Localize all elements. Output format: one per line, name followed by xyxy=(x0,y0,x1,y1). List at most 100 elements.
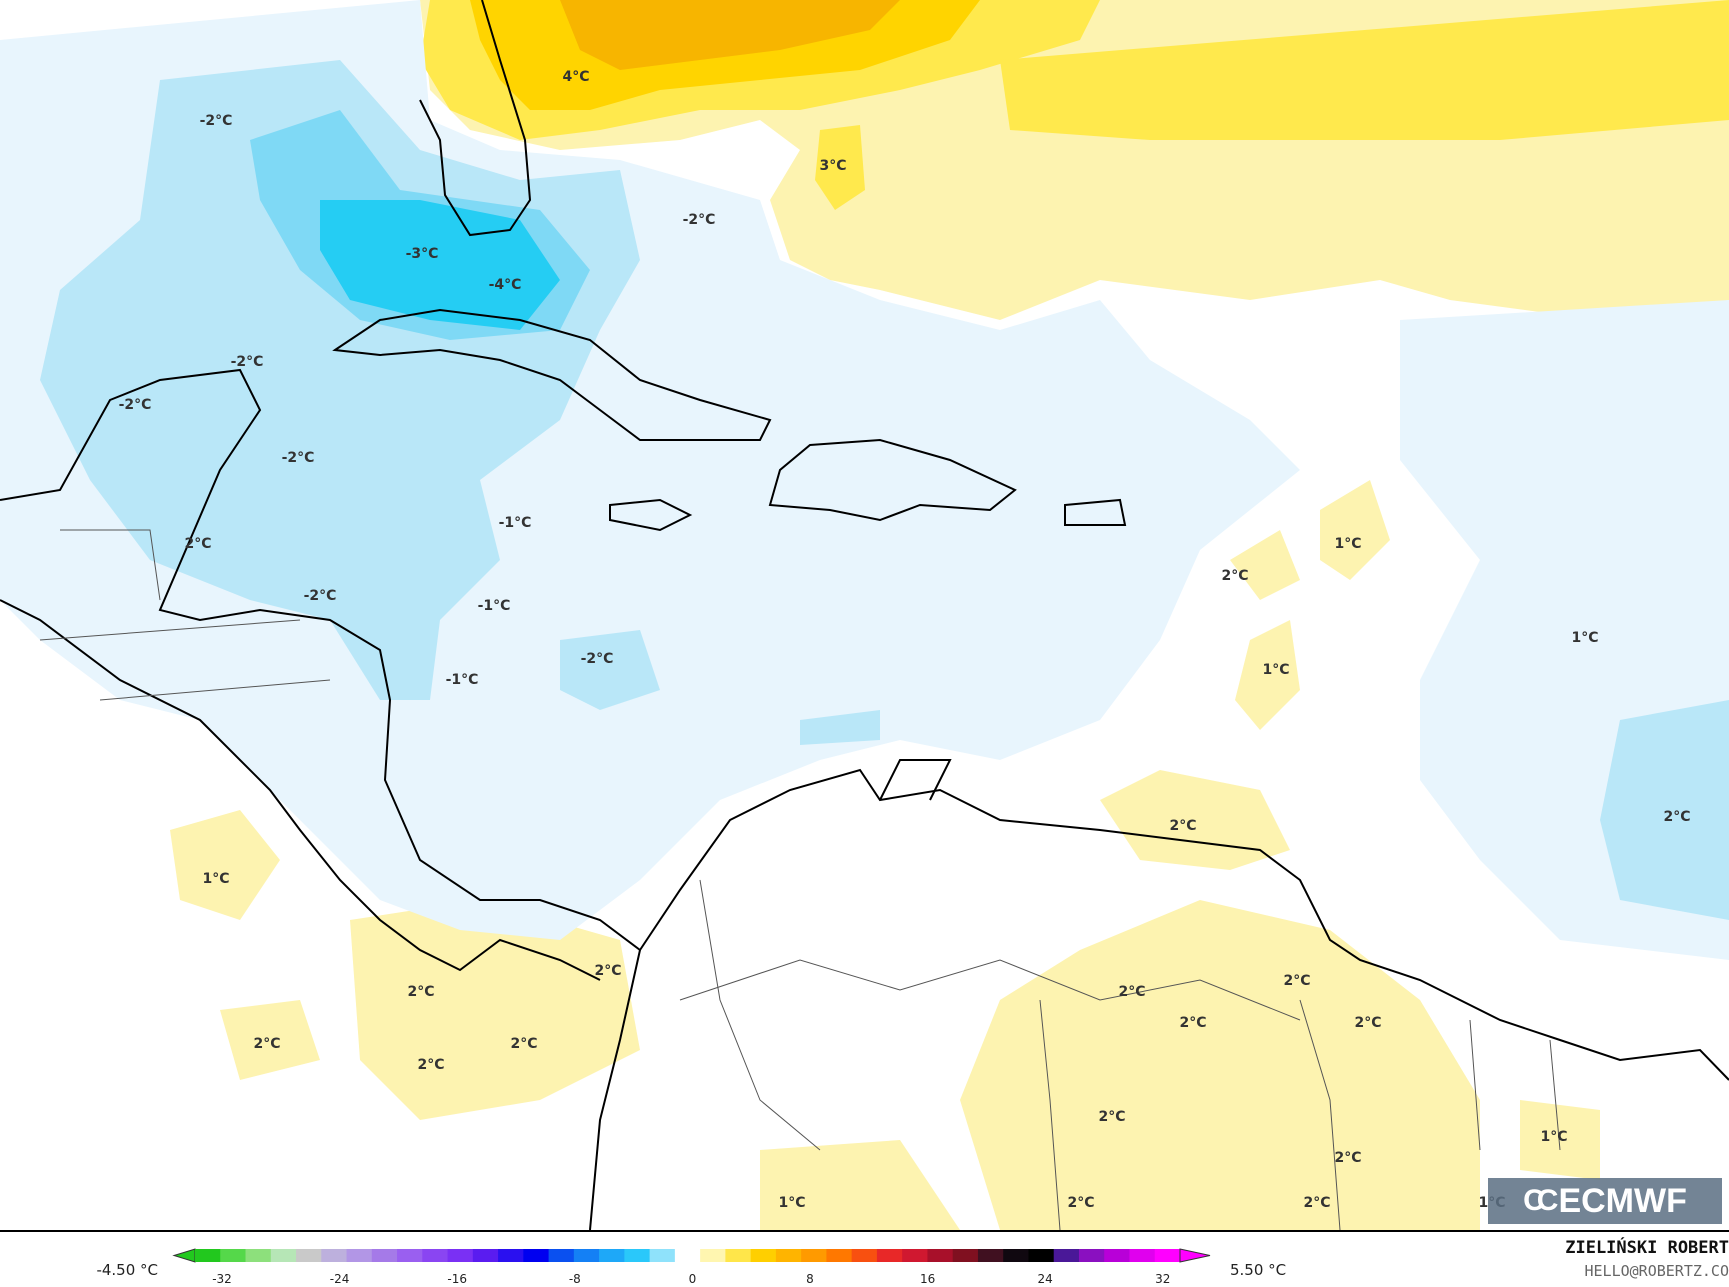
colorbar-segment xyxy=(1078,1249,1105,1262)
colorbar-tick-label: -8 xyxy=(569,1272,581,1286)
colorbar-min-arrow xyxy=(172,1248,196,1263)
colorbar-segment xyxy=(851,1249,878,1262)
contour-label: 2°C xyxy=(417,1057,444,1073)
contour-label: 2°C xyxy=(1303,1195,1330,1211)
contour-label: 2°C xyxy=(253,1036,280,1052)
cool-anomaly-areas xyxy=(0,0,1729,960)
colorbar-segment xyxy=(270,1249,297,1262)
contour-label: 1°C xyxy=(778,1195,805,1211)
colorbar-tick-label: -16 xyxy=(447,1272,467,1286)
colorbar-segment xyxy=(977,1249,1004,1262)
colorbar-segment xyxy=(624,1249,651,1262)
contour-label: 2°C xyxy=(510,1036,537,1052)
colorbar-segment xyxy=(902,1249,928,1262)
colorbar-segment xyxy=(826,1249,853,1262)
internal-borders xyxy=(39,529,1561,1230)
ecmwf-mark-icon: CC xyxy=(1523,1184,1558,1217)
contour-label: -2°C xyxy=(304,588,337,604)
colorbar-segment xyxy=(523,1249,550,1262)
colorbar-segment xyxy=(952,1249,979,1262)
contour-label: 1°C xyxy=(1571,630,1598,646)
colorbar-max-arrow xyxy=(1179,1248,1211,1263)
colorbar-segment xyxy=(422,1249,449,1262)
colorbar-segment xyxy=(599,1249,625,1262)
colorbar-tick-label: -24 xyxy=(330,1272,350,1286)
warm-anomaly-areas xyxy=(170,0,1729,1230)
colorbar-segment xyxy=(876,1249,903,1262)
colorbar-tick-label: 16 xyxy=(920,1272,935,1286)
contour-label: -2°C xyxy=(581,651,614,667)
contour-label: -2°C xyxy=(119,397,152,413)
logo-text: ECMWF xyxy=(1558,1181,1687,1220)
contour-label: -3°C xyxy=(406,246,439,262)
contour-label: -4°C xyxy=(489,277,522,293)
colorbar-segment xyxy=(245,1249,272,1262)
contour-label: 2°C xyxy=(1118,984,1145,1000)
colorbar-segment xyxy=(1003,1249,1029,1262)
colorbar-tick-label: 0 xyxy=(689,1272,697,1286)
colorbar-tick-label: 8 xyxy=(806,1272,814,1286)
colorbar-segment xyxy=(1028,1249,1055,1262)
contour-label: -2°C xyxy=(200,113,233,129)
colorbar-segment xyxy=(775,1249,802,1262)
colorbar-segment xyxy=(801,1249,827,1262)
colorbar-segment xyxy=(447,1249,474,1262)
colorbar-segment xyxy=(296,1249,322,1262)
colorbar-segment xyxy=(700,1249,726,1262)
contour-label: -1°C xyxy=(499,515,532,531)
contour-label: 2°C xyxy=(1663,809,1690,825)
contour-label: 2°C xyxy=(1354,1015,1381,1031)
colorbar-ticks: -32 -24 -16 -8 0 8 16 24 32 xyxy=(212,1272,1170,1286)
contour-label: 2°C xyxy=(1283,973,1310,989)
author-name: ZIELIŃSKI ROBERT xyxy=(1565,1238,1729,1258)
contour-label: -1°C xyxy=(446,672,479,688)
colorbar-segment xyxy=(371,1249,398,1262)
contour-label: 1°C xyxy=(202,871,229,887)
contour-label: 3°C xyxy=(819,158,846,174)
colorbar-tick-label: -32 xyxy=(212,1272,232,1286)
colorbar-tick-label: 32 xyxy=(1155,1272,1170,1286)
land-outlines xyxy=(0,0,1729,1230)
colorbar-max-label: 5.50 °C xyxy=(1230,1261,1286,1279)
colorbar-segment xyxy=(346,1249,373,1262)
contour-label: 2°C xyxy=(1334,1150,1361,1166)
colorbar-tick-label: 24 xyxy=(1038,1272,1053,1286)
colorbar-segment xyxy=(472,1249,499,1262)
colorbar-segment xyxy=(1129,1249,1156,1262)
contour-label: 2°C xyxy=(1169,818,1196,834)
author-email: HELLO@ROBERTZ.CO xyxy=(1584,1262,1729,1280)
contour-label: -1°C xyxy=(478,598,511,614)
contour-label: 1°C xyxy=(1540,1129,1567,1145)
colorbar-segment xyxy=(674,1249,701,1262)
colorbar-segment xyxy=(1053,1249,1080,1262)
contour-label: 2°C xyxy=(407,984,434,1000)
colorbar-min-label: -4.50 °C xyxy=(96,1261,158,1279)
contour-label: 4°C xyxy=(562,69,589,85)
colorbar-segment xyxy=(725,1249,752,1262)
colorbar-segment xyxy=(1154,1249,1181,1262)
contour-label: -2°C xyxy=(282,450,315,466)
contour-label: 2°C xyxy=(1067,1195,1094,1211)
contour-label: -2°C xyxy=(683,212,716,228)
colorbar-segment xyxy=(649,1249,676,1262)
colorbar-segment xyxy=(1104,1249,1130,1262)
contour-label: 2°C xyxy=(1098,1109,1125,1125)
colorbar-segment xyxy=(750,1249,777,1262)
colorbar-segment xyxy=(195,1249,221,1262)
colorbar: -4.50 °C 5.50 °C -32 -24 -16 -8 0 8 16 24 32 xyxy=(96,1248,1286,1286)
contour-label: -2°C xyxy=(231,354,264,370)
ecmwf-logo: CC ECMWF xyxy=(1488,1178,1722,1224)
colorbar-segments xyxy=(172,1248,1211,1263)
anomaly-map: 4°C 3°C -2°C -3°C -4°C -2°C -2°C -2°C -2°C 2°C -2°… xyxy=(0,0,1729,1232)
colorbar-segment xyxy=(220,1249,247,1262)
colorbar-segment xyxy=(498,1249,524,1262)
author-credit: ZIELIŃSKI ROBERT HELLO@ROBERTZ.CO xyxy=(1565,1238,1729,1280)
contour-label: 2°C xyxy=(1179,1015,1206,1031)
contour-label: 1°C xyxy=(1334,536,1361,552)
contour-label: 2°C xyxy=(184,536,211,552)
colorbar-segment xyxy=(397,1249,423,1262)
colorbar-segment xyxy=(548,1249,575,1262)
colorbar-segment xyxy=(927,1249,954,1262)
colorbar-segment xyxy=(573,1249,600,1262)
contour-label: 1°C xyxy=(1262,662,1289,678)
